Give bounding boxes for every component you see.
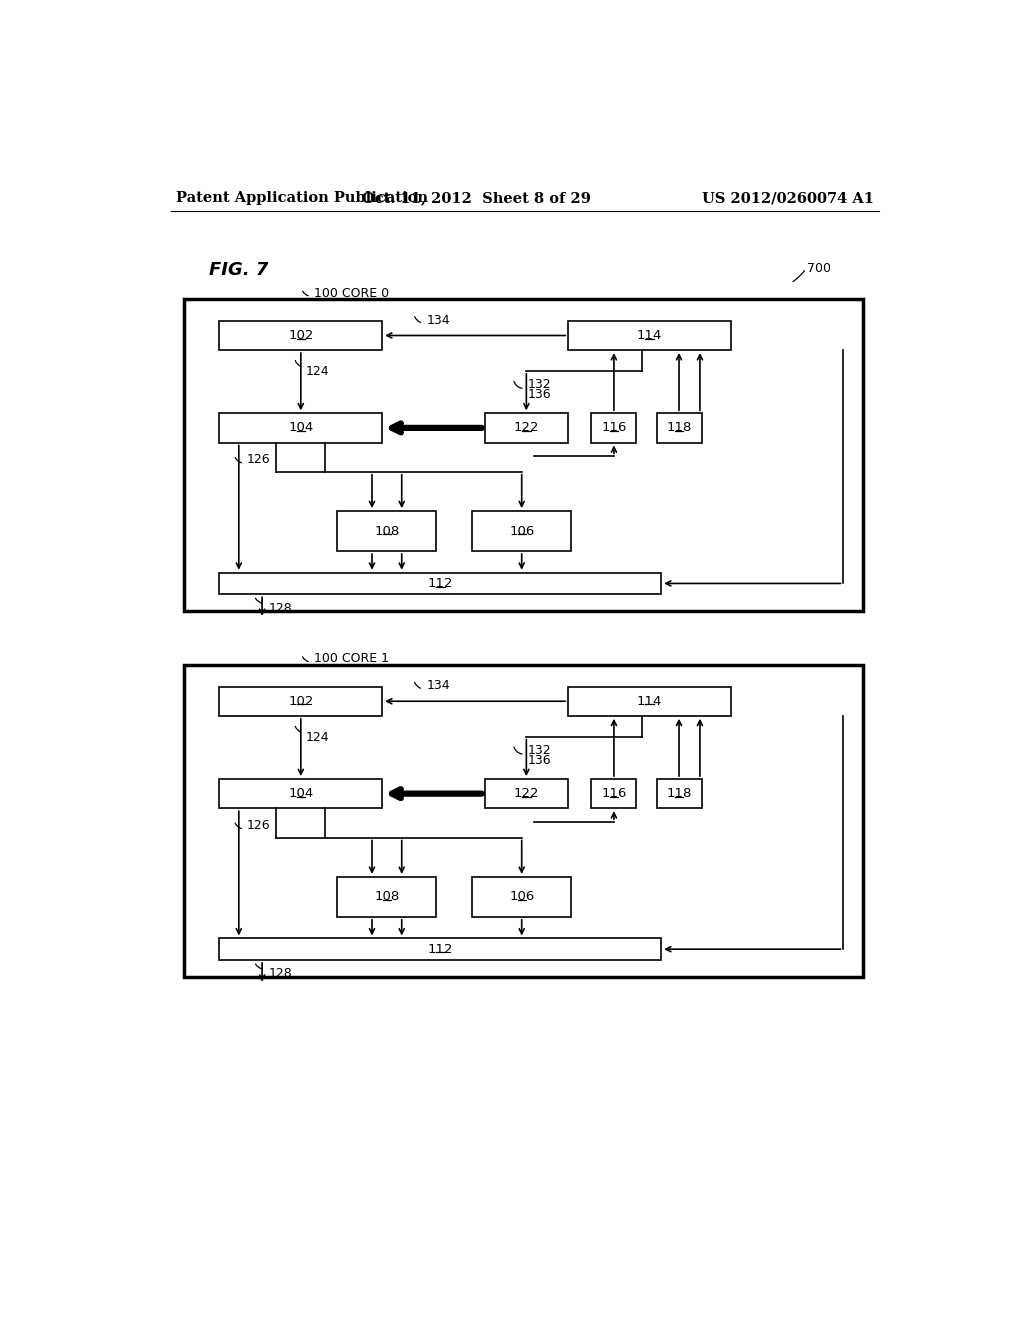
Bar [219,413,382,442]
Text: 126: 126 [247,818,270,832]
Text: 108: 108 [374,890,399,903]
Bar [656,413,701,442]
Bar [219,939,662,960]
Text: 116: 116 [601,787,627,800]
Bar [472,511,571,552]
Text: US 2012/0260074 A1: US 2012/0260074 A1 [701,191,873,206]
Text: 108: 108 [374,524,399,537]
Text: 124: 124 [305,731,329,744]
Text: 112: 112 [428,942,453,956]
Text: 104: 104 [288,421,313,434]
Text: 118: 118 [667,421,692,434]
Bar [484,779,568,808]
Text: Oct. 11, 2012  Sheet 8 of 29: Oct. 11, 2012 Sheet 8 of 29 [362,191,591,206]
Text: 116: 116 [601,421,627,434]
Text: 122: 122 [514,787,539,800]
Bar [337,876,436,917]
Text: 132: 132 [528,379,552,391]
Text: 134: 134 [426,314,450,326]
Text: FIG. 7: FIG. 7 [209,261,268,279]
Bar [656,779,701,808]
Text: 100 CORE 1: 100 CORE 1 [314,652,389,665]
Text: 700: 700 [807,261,830,275]
Bar [484,413,568,442]
Text: 136: 136 [528,754,552,767]
Bar [219,573,662,594]
Text: 102: 102 [288,329,313,342]
Bar [337,511,436,552]
Bar [568,321,731,350]
Bar [472,876,571,917]
Bar [592,413,636,442]
Text: 114: 114 [637,694,663,708]
Text: 128: 128 [268,968,292,981]
Text: 122: 122 [514,421,539,434]
Bar [219,686,382,715]
Text: 136: 136 [528,388,552,401]
Text: 112: 112 [428,577,453,590]
Bar [219,779,382,808]
Text: 106: 106 [509,524,535,537]
Text: 126: 126 [247,453,270,466]
Bar [592,779,636,808]
Text: 104: 104 [288,787,313,800]
Text: 106: 106 [509,890,535,903]
Text: 128: 128 [268,602,292,615]
Text: 100 CORE 0: 100 CORE 0 [314,286,389,300]
Bar [183,300,862,611]
Bar [568,686,731,715]
Text: 124: 124 [305,366,329,379]
Text: 102: 102 [288,694,313,708]
Text: 134: 134 [426,680,450,693]
Text: 132: 132 [528,744,552,758]
Bar [219,321,382,350]
Text: 118: 118 [667,787,692,800]
Bar [183,665,862,977]
Text: 114: 114 [637,329,663,342]
Text: Patent Application Publication: Patent Application Publication [176,191,428,206]
